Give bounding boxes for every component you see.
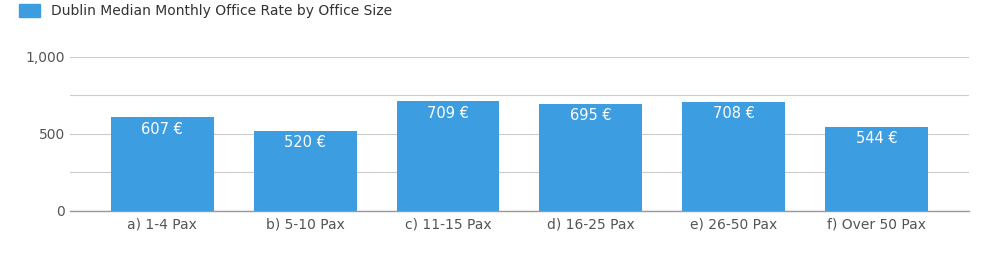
Legend: Dublin Median Monthly Office Rate by Office Size: Dublin Median Monthly Office Rate by Off…: [14, 0, 399, 24]
Text: 520 €: 520 €: [284, 135, 326, 150]
Text: 709 €: 709 €: [428, 106, 469, 121]
Text: 544 €: 544 €: [856, 132, 897, 146]
Text: 607 €: 607 €: [141, 122, 183, 137]
Bar: [397, 102, 500, 211]
Bar: [539, 104, 642, 211]
Bar: [254, 131, 357, 211]
Bar: [111, 117, 214, 211]
Bar: [825, 127, 928, 211]
Bar: [682, 102, 785, 211]
Text: 695 €: 695 €: [570, 108, 611, 123]
Text: 708 €: 708 €: [713, 106, 755, 121]
